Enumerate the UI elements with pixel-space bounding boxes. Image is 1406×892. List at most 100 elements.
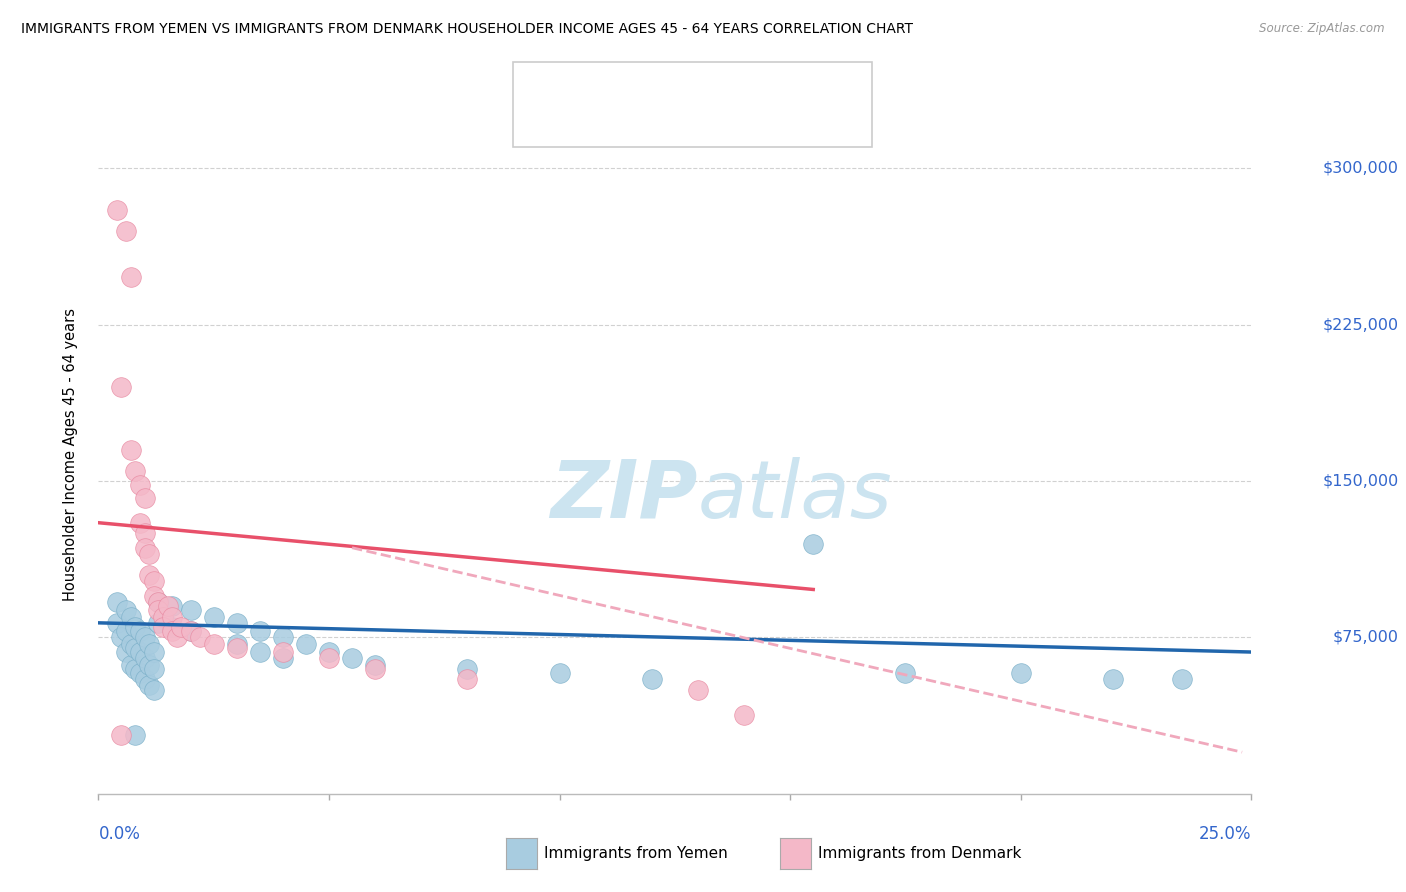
Point (120, 657, 142, 672)
Text: 25.0%: 25.0% (1199, 825, 1251, 843)
Point (148, 603, 170, 617)
Point (148, 595, 170, 609)
Point (188, 631, 211, 645)
Text: R = -0.189   N = 50: R = -0.189 N = 50 (575, 79, 747, 97)
Point (148, 595, 170, 609)
Point (138, 657, 160, 672)
Point (124, 620, 146, 634)
Point (180, 603, 202, 617)
Point (110, 729, 132, 743)
Point (364, 662, 387, 676)
Point (120, 609, 142, 624)
Point (641, 672, 664, 686)
Point (120, 637, 142, 651)
Point (120, 269, 142, 284)
Point (142, 645, 165, 659)
Point (115, 645, 138, 659)
Point (1010, 665, 1032, 680)
Point (160, 599, 183, 614)
Point (129, 478, 152, 492)
Point (105, 595, 128, 609)
Text: $150,000: $150,000 (1323, 474, 1399, 489)
Point (180, 624, 202, 639)
Point (148, 615, 170, 630)
Point (110, 380, 132, 394)
Text: Immigrants from Denmark: Immigrants from Denmark (818, 847, 1022, 861)
Text: IMMIGRANTS FROM YEMEN VS IMMIGRANTS FROM DENMARK HOUSEHOLDER INCOME AGES 45 - 64: IMMIGRANTS FROM YEMEN VS IMMIGRANTS FROM… (21, 22, 912, 37)
Point (152, 620, 174, 634)
Point (340, 651, 363, 665)
Point (160, 624, 183, 639)
Point (225, 615, 247, 630)
Point (138, 547, 160, 561)
Point (129, 516, 152, 530)
Point (124, 662, 146, 676)
Point (166, 631, 188, 645)
Point (1102, 672, 1125, 686)
Point (134, 541, 156, 555)
Point (801, 536, 824, 550)
Point (134, 631, 156, 645)
Text: 0.0%: 0.0% (98, 825, 141, 843)
Point (142, 662, 165, 676)
Point (225, 640, 247, 655)
Point (271, 651, 294, 665)
Point (1171, 672, 1194, 686)
Point (115, 624, 138, 639)
Point (142, 574, 165, 588)
Point (129, 645, 152, 659)
Point (225, 637, 247, 651)
Point (249, 624, 271, 639)
Point (364, 657, 387, 672)
Point (124, 729, 146, 743)
Text: ZIP: ZIP (551, 457, 697, 534)
Point (129, 665, 152, 680)
Point (548, 665, 571, 680)
Point (156, 599, 179, 614)
Point (170, 620, 193, 634)
Text: R = -0.188   N = 35: R = -0.188 N = 35 (575, 112, 747, 130)
Point (115, 224, 138, 238)
Text: Immigrants from Yemen: Immigrants from Yemen (544, 847, 728, 861)
Text: $300,000: $300,000 (1323, 161, 1399, 176)
Point (249, 645, 271, 659)
Point (318, 645, 340, 659)
Point (124, 640, 146, 655)
Text: $225,000: $225,000 (1323, 317, 1399, 332)
Point (686, 682, 709, 697)
Point (202, 609, 225, 624)
Point (134, 526, 156, 541)
Point (134, 651, 156, 665)
Point (160, 609, 183, 624)
Point (105, 615, 128, 630)
Point (134, 672, 156, 686)
Point (110, 631, 132, 645)
Point (271, 645, 294, 659)
Point (142, 682, 165, 697)
Y-axis label: Householder Income Ages 45 - 64 years: Householder Income Ages 45 - 64 years (63, 309, 77, 601)
Point (142, 589, 165, 603)
Point (180, 624, 202, 639)
Text: $75,000: $75,000 (1333, 630, 1399, 645)
Point (138, 637, 160, 651)
Point (120, 442, 142, 457)
Point (894, 665, 917, 680)
Point (124, 464, 146, 478)
Point (456, 672, 478, 686)
Point (115, 603, 138, 617)
Point (138, 678, 160, 692)
Point (138, 567, 160, 582)
Point (160, 620, 183, 634)
Point (318, 651, 340, 665)
Point (129, 624, 152, 639)
Point (271, 631, 294, 645)
Point (733, 707, 755, 722)
Point (152, 609, 174, 624)
Point (295, 637, 318, 651)
Point (105, 202, 128, 217)
Point (134, 491, 156, 505)
Point (456, 662, 478, 676)
Point (202, 637, 225, 651)
Text: atlas: atlas (697, 457, 893, 534)
Text: Source: ZipAtlas.com: Source: ZipAtlas.com (1260, 22, 1385, 36)
